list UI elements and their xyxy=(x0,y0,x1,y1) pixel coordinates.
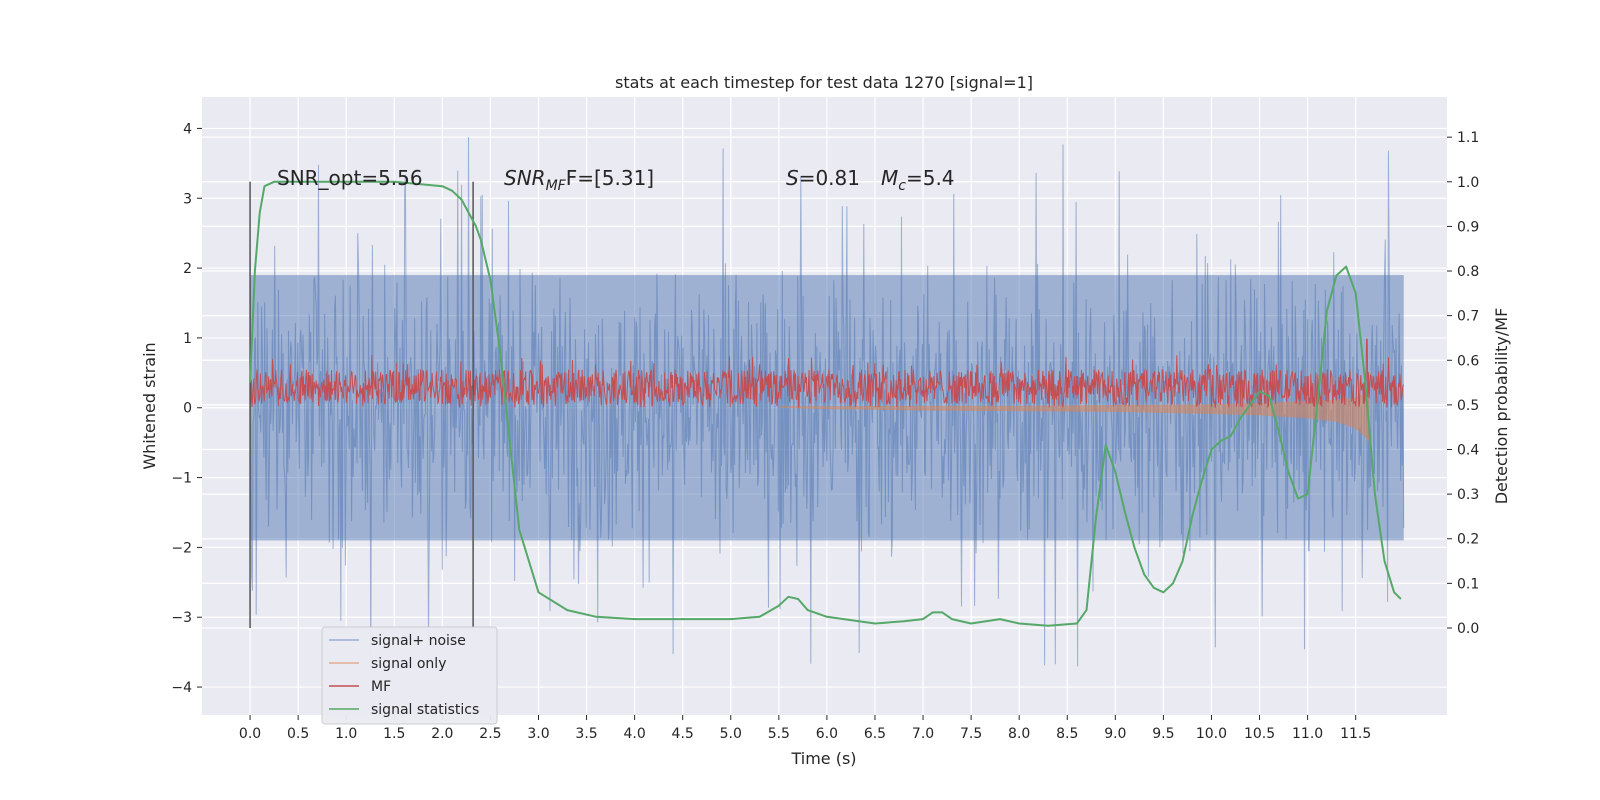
left-y-tick-label: 0 xyxy=(183,401,192,417)
right-y-axis-label: Detection probability/MF xyxy=(1492,308,1511,505)
x-tick-label: 8.5 xyxy=(1056,726,1078,742)
x-tick-label: 3.5 xyxy=(575,726,597,742)
x-tick-label: 7.0 xyxy=(912,726,934,742)
x-tick-label: 5.0 xyxy=(720,726,742,742)
right-y-tick-label: 0.0 xyxy=(1457,621,1479,637)
x-tick-label: 8.0 xyxy=(1008,726,1030,742)
x-tick-label: 4.5 xyxy=(672,726,694,742)
annotation-snr-mf-sub: MF xyxy=(546,178,567,194)
signal-statistics-series xyxy=(249,180,1402,627)
right-y-tick-label: 1.0 xyxy=(1457,175,1479,191)
x-tick-label: 10.0 xyxy=(1196,726,1227,742)
left-y-tick-label: 2 xyxy=(183,261,192,277)
annotation-mc-value: =5.4 xyxy=(906,166,955,190)
vertical-markers xyxy=(249,181,474,628)
left-y-tick-label: −4 xyxy=(171,680,192,696)
annotation-snr-mf-main: SNR xyxy=(504,166,546,190)
signal-noise-trace xyxy=(249,136,1405,674)
right-y-tick-label: 1.1 xyxy=(1457,130,1479,146)
chart-title: stats at each timestep for test data 127… xyxy=(615,73,1033,92)
legend-box xyxy=(321,626,498,725)
x-tick-label: 6.0 xyxy=(816,726,838,742)
left-y-tick-label: 1 xyxy=(183,331,192,347)
right-y-tick-label: 0.1 xyxy=(1457,576,1479,592)
left-y-tick-label: −1 xyxy=(171,471,192,487)
annotation-s-value: =0.81 xyxy=(799,166,860,190)
x-tick-label: 6.5 xyxy=(864,726,886,742)
left-y-tick-label: 3 xyxy=(183,191,192,207)
x-tick-label: 11.5 xyxy=(1340,726,1371,742)
annotation-snr-opt: SNR_opt=5.56 xyxy=(277,166,423,190)
x-axis-ticks: 0.0 0.5 1.0 1.5 2.0 2.5 3.0 3.5 4.0 4.5 5.0 5.5 6.0 6… xyxy=(239,715,1371,742)
legend-label-signal-noise: signal+ noise xyxy=(371,633,466,649)
annotation-snr-mf: SNRMFF=[5.31] xyxy=(504,166,654,194)
x-axis-label: Time (s) xyxy=(790,749,856,768)
left-y-tick-label: 4 xyxy=(183,121,192,137)
x-tick-label: 0.0 xyxy=(239,726,261,742)
right-y-tick-label: 0.5 xyxy=(1457,398,1479,414)
left-y-axis-label: Whitened strain xyxy=(140,342,159,469)
mf-trace xyxy=(249,338,1404,409)
annotation-s-main: S xyxy=(786,166,799,190)
right-y-tick-label: 0.7 xyxy=(1457,309,1479,325)
left-y-tick-label: −3 xyxy=(171,610,192,626)
x-tick-label: 4.0 xyxy=(623,726,645,742)
right-y-tick-label: 0.3 xyxy=(1457,487,1479,503)
legend-label-signal-statistics: signal statistics xyxy=(371,702,479,718)
left-y-tick-label: −2 xyxy=(171,540,192,556)
legend-label-mf: MF xyxy=(371,679,391,695)
annotation-mc-main: M xyxy=(881,166,898,190)
legend-label-signal-only: signal only xyxy=(371,656,446,672)
x-tick-label: 1.0 xyxy=(335,726,357,742)
x-tick-label: 1.5 xyxy=(383,726,405,742)
x-tick-label: 9.5 xyxy=(1152,726,1174,742)
signal-statistics-line xyxy=(249,180,1402,627)
right-y-tick-label: 0.9 xyxy=(1457,219,1479,235)
x-tick-label: 7.5 xyxy=(960,726,982,742)
x-tick-label: 5.5 xyxy=(768,726,790,742)
right-y-tick-label: 0.6 xyxy=(1457,353,1479,369)
annotation-mc-sub: c xyxy=(898,178,906,194)
x-tick-label: 3.0 xyxy=(527,726,549,742)
x-tick-label: 9.0 xyxy=(1104,726,1126,742)
right-y-tick-label: 0.2 xyxy=(1457,532,1479,548)
x-tick-label: 11.0 xyxy=(1292,726,1323,742)
right-y-tick-label: 0.4 xyxy=(1457,443,1479,459)
legend: signal+ noise signal only MF signal stat… xyxy=(321,626,498,725)
x-tick-label: 10.5 xyxy=(1244,726,1275,742)
left-y-axis-ticks: 4 3 2 1 0 −1 −2 −3 −4 xyxy=(171,121,202,696)
right-y-tick-label: 0.8 xyxy=(1457,264,1479,280)
right-y-axis-ticks: 1.1 1.0 0.9 0.8 0.7 0.6 0.5 0.4 0.3 0.2 0.1 0.0 xyxy=(1447,130,1479,637)
annotation-mc: Mc=5.4 xyxy=(881,166,955,194)
annotation-s: S=0.81 xyxy=(786,166,860,190)
x-tick-label: 0.5 xyxy=(287,726,309,742)
annotation-snr-mf-value: F=[5.31] xyxy=(566,166,654,190)
x-tick-label: 2.0 xyxy=(431,726,453,742)
x-tick-label: 2.5 xyxy=(479,726,501,742)
mf-series xyxy=(249,338,1404,409)
